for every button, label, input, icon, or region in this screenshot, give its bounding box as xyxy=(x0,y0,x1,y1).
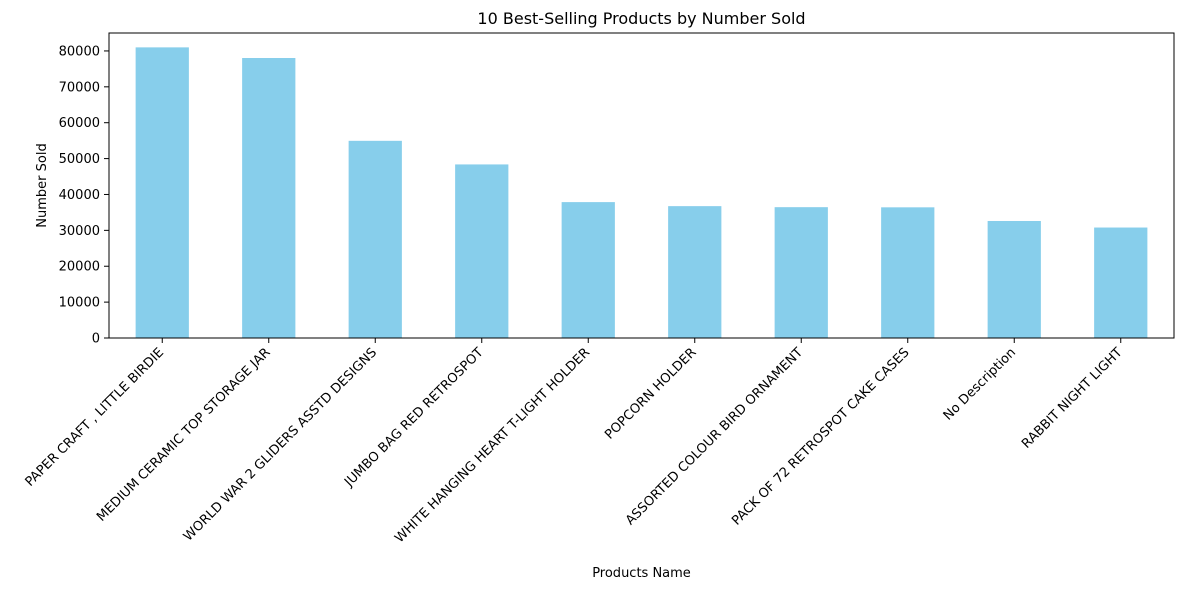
y-tick-label-2: 20000 xyxy=(59,260,100,275)
y-tick-label-6: 60000 xyxy=(59,116,100,131)
y-axis: 0 10000 20000 30000 40000 50000 60000 70000 8000… xyxy=(59,44,109,347)
plot-frame xyxy=(108,32,1175,339)
x-tick-label-2: WORLD WAR 2 GLIDERS ASSTD DESIGNS xyxy=(181,345,380,544)
chart-title: 10 Best-Selling Products by Number Sold xyxy=(477,9,805,28)
y-tick-label-0: 0 xyxy=(92,332,100,347)
x-tick-label-5: POPCORN HOLDER xyxy=(602,345,699,442)
y-tick-label-1: 10000 xyxy=(59,296,100,311)
bar-4 xyxy=(561,202,615,338)
x-tick-label-8: No Description xyxy=(941,345,1019,423)
x-axis-title: Products Name xyxy=(592,566,691,581)
x-tick-label-9: RABBIT NIGHT LIGHT xyxy=(1019,345,1125,451)
y-tick-label-8: 80000 xyxy=(59,44,100,59)
bar-0 xyxy=(135,47,189,339)
bar-1 xyxy=(242,58,296,338)
x-tick-label-1: MEDIUM CERAMIC TOP STORAGE JAR xyxy=(94,345,273,524)
y-tick-label-5: 50000 xyxy=(59,152,100,167)
bar-6 xyxy=(774,207,828,338)
bar-9 xyxy=(1094,227,1148,338)
bars-group xyxy=(135,47,1148,339)
bar-8 xyxy=(987,220,1041,338)
bar-5 xyxy=(668,206,722,338)
y-tick-label-7: 70000 xyxy=(59,80,100,95)
y-tick-label-4: 40000 xyxy=(59,188,100,203)
y-tick-label-3: 30000 xyxy=(59,224,100,239)
bar-2 xyxy=(348,140,402,338)
x-tick-label-7: PACK OF 72 RETROSPOT CAKE CASES xyxy=(729,345,912,528)
x-tick-label-6: ASSORTED COLOUR BIRD ORNAMENT xyxy=(623,345,806,528)
bar-3 xyxy=(455,164,509,338)
y-axis-title: Number Sold xyxy=(35,143,50,227)
x-tick-label-4: WHITE HANGING HEART T-LIGHT HOLDER xyxy=(392,345,593,546)
bar-7 xyxy=(881,207,935,338)
